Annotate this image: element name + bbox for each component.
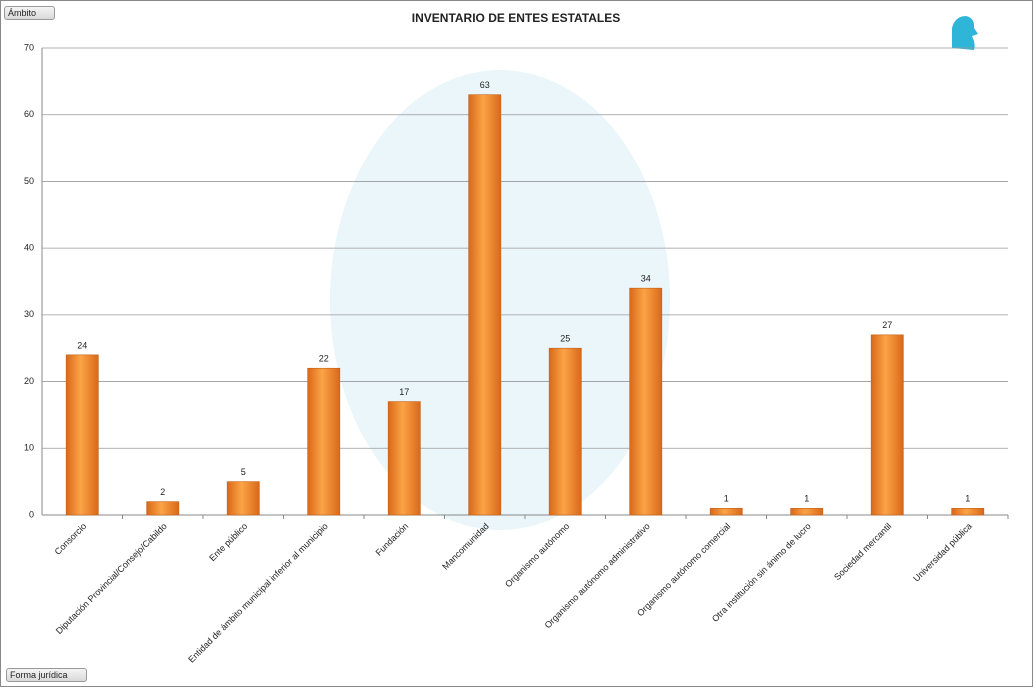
logo [952,16,978,50]
bar [629,287,663,516]
value-label: 25 [560,334,570,344]
y-tick-label: 40 [24,243,34,253]
value-label: 63 [480,80,490,90]
value-label: 27 [882,320,892,330]
bar [307,367,341,516]
bar [790,508,824,516]
y-tick-label: 50 [24,176,34,186]
report-filter-button[interactable]: Ámbito [4,6,56,20]
value-label: 1 [965,494,970,504]
value-label: 22 [319,354,329,364]
bar [709,508,743,516]
axis-field-button[interactable]: Forma jurídica [6,668,87,682]
bar [870,334,904,516]
chart-title: INVENTARIO DE ENTES ESTATALES [412,11,620,25]
y-tick-label: 30 [24,309,34,319]
bar [226,481,260,516]
value-label: 34 [641,274,651,284]
y-tick-label: 70 [24,42,34,52]
bar [951,508,985,516]
bar [146,501,180,516]
bar [468,94,502,516]
y-tick-label: 20 [24,376,34,386]
value-label: 1 [804,494,809,504]
y-tick-label: 0 [29,509,34,519]
bar [548,347,582,516]
bar [387,401,421,516]
value-label: 17 [399,387,409,397]
y-tick-label: 10 [24,443,34,453]
value-label: 5 [241,467,246,477]
bar [65,354,99,516]
value-label: 1 [724,494,729,504]
y-tick-label: 60 [24,109,34,119]
value-label: 2 [160,487,165,497]
value-label: 24 [77,340,87,350]
